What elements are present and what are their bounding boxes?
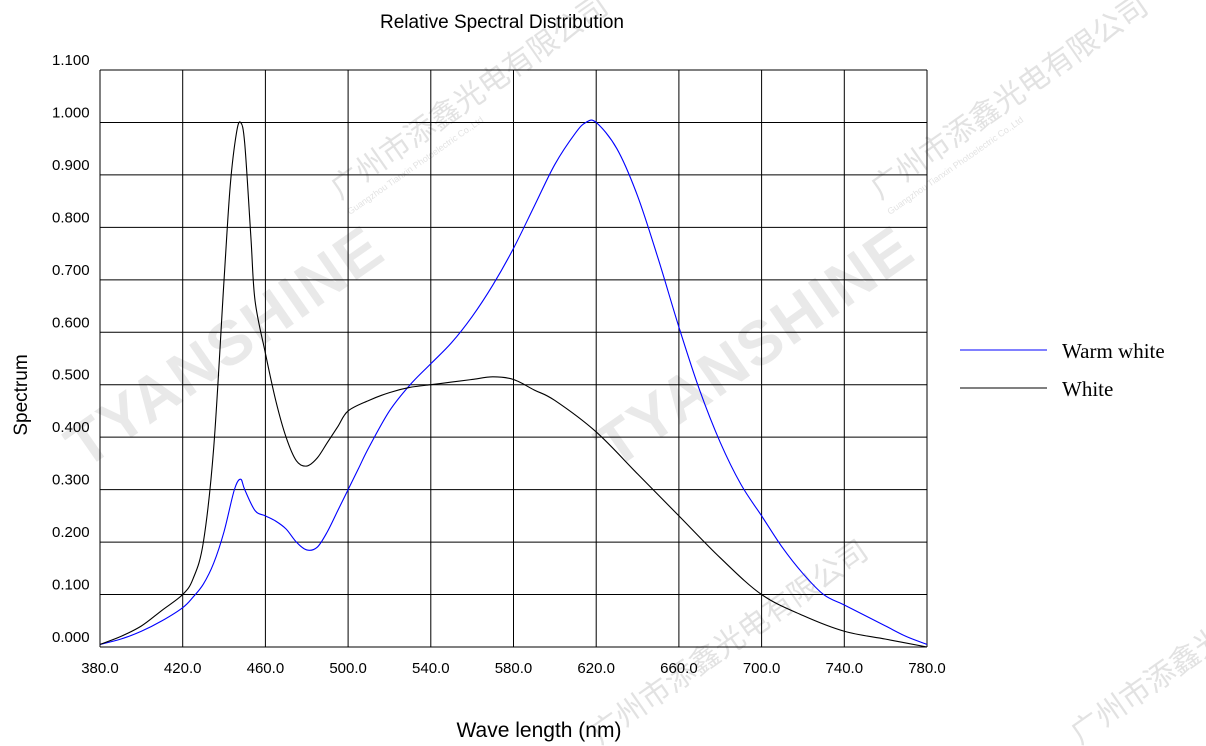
x-tick-label: 540.0 bbox=[412, 660, 450, 677]
x-tick-label: 500.0 bbox=[329, 660, 367, 677]
y-tick-label: 0.700 bbox=[52, 262, 90, 279]
plot-grid bbox=[99, 69, 928, 648]
y-tick-label: 1.000 bbox=[52, 104, 90, 121]
x-tick-label: 660.0 bbox=[660, 660, 698, 677]
y-tick-label: 0.900 bbox=[52, 157, 90, 174]
y-tick-label: 0.500 bbox=[52, 367, 90, 384]
x-tick-label: 460.0 bbox=[247, 660, 285, 677]
legend-label-warm-white: Warm white bbox=[1062, 339, 1165, 363]
series-layer bbox=[99, 119, 928, 648]
watermark-company-cn-4: 广州市添鑫光电有限公司 bbox=[1065, 534, 1206, 746]
legend: Warm white White bbox=[960, 339, 1165, 401]
y-tick-label: 0.300 bbox=[52, 472, 90, 489]
y-tick-label: 0.000 bbox=[52, 629, 90, 646]
series-line-warm-white bbox=[99, 119, 928, 645]
x-tick-label: 620.0 bbox=[577, 660, 615, 677]
series-line-white bbox=[99, 121, 928, 648]
watermark-brand-right: TYANSHINE bbox=[583, 212, 926, 481]
y-tick-label: 1.100 bbox=[52, 52, 90, 69]
x-tick-label: 700.0 bbox=[743, 660, 781, 677]
watermark-brand-left: TYANSHINE bbox=[53, 212, 396, 481]
y-tick-label: 0.200 bbox=[52, 524, 90, 541]
x-tick-label: 420.0 bbox=[164, 660, 202, 677]
x-tick-label: 580.0 bbox=[495, 660, 533, 677]
y-tick-label: 0.400 bbox=[52, 419, 90, 436]
y-tick-label: 0.600 bbox=[52, 314, 90, 331]
y-tick-label: 0.800 bbox=[52, 209, 90, 226]
x-tick-label: 740.0 bbox=[826, 660, 864, 677]
legend-label-white: White bbox=[1062, 377, 1113, 401]
x-tick-labels: 380.0 420.0 460.0 500.0 540.0 580.0 620.0 660.0… bbox=[81, 660, 946, 677]
chart-title: Relative Spectral Distribution bbox=[380, 12, 624, 33]
x-tick-label: 780.0 bbox=[908, 660, 946, 677]
y-tick-label: 0.100 bbox=[52, 577, 90, 594]
watermark: TYANSHINE TYANSHINE 广州市添鑫光电有限公司 广州市添鑫光电有… bbox=[53, 0, 1206, 746]
x-tick-label: 380.0 bbox=[81, 660, 119, 677]
y-tick-labels: 0.000 0.100 0.200 0.300 0.400 0.500 0.600 0.700… bbox=[52, 52, 90, 646]
x-axis-label: Wave length (nm) bbox=[457, 719, 622, 742]
y-axis-label: Spectrum bbox=[11, 354, 32, 435]
